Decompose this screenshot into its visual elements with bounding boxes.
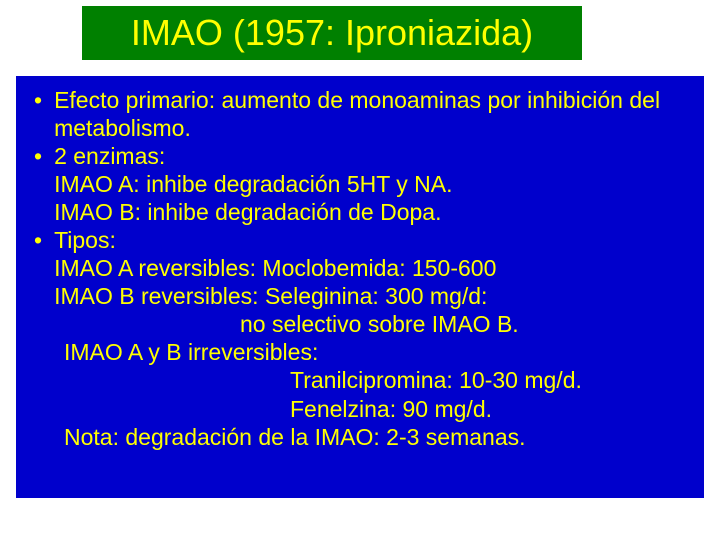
slide-title: IMAO (1957: Iproniazida) <box>131 12 533 54</box>
sub-text: IMAO A reversibles: Moclobemida: 150-600 <box>54 254 690 282</box>
sub-text: IMAO A y B irreversibles: <box>30 338 690 366</box>
bullet-icon: • <box>30 142 54 170</box>
bullet-item: • Efecto primario: aumento de monoaminas… <box>30 86 690 142</box>
note-text: Nota: degradación de la IMAO: 2-3 semana… <box>30 423 690 451</box>
sub-text: IMAO B reversibles: Seleginina: 300 mg/d… <box>54 282 690 310</box>
bullet-item: • 2 enzimas: IMAO A: inhibe degradación … <box>30 142 690 226</box>
bullet-icon: • <box>30 86 54 114</box>
bullet-item: • Tipos: IMAO A reversibles: Moclobemida… <box>30 226 690 310</box>
sub-text: IMAO B: inhibe degradación de Dopa. <box>54 198 690 226</box>
indented-text: no selectivo sobre IMAO B. <box>30 310 690 338</box>
indented-text: Fenelzina: 90 mg/d. <box>30 395 690 423</box>
bullet-text: 2 enzimas: <box>54 142 690 170</box>
body-content: • Efecto primario: aumento de monoaminas… <box>16 76 704 498</box>
slide: IMAO (1957: Iproniazida) • Efecto primar… <box>0 0 720 540</box>
title-band: IMAO (1957: Iproniazida) <box>82 6 582 60</box>
bullet-text-cont: metabolismo. <box>54 114 690 142</box>
bullet-icon: • <box>30 226 54 254</box>
sub-text: IMAO A: inhibe degradación 5HT y NA. <box>54 170 690 198</box>
bullet-text: Efecto primario: aumento de monoaminas p… <box>54 86 690 114</box>
indented-text: Tranilcipromina: 10-30 mg/d. <box>30 366 690 394</box>
bullet-text: Tipos: <box>54 226 690 254</box>
